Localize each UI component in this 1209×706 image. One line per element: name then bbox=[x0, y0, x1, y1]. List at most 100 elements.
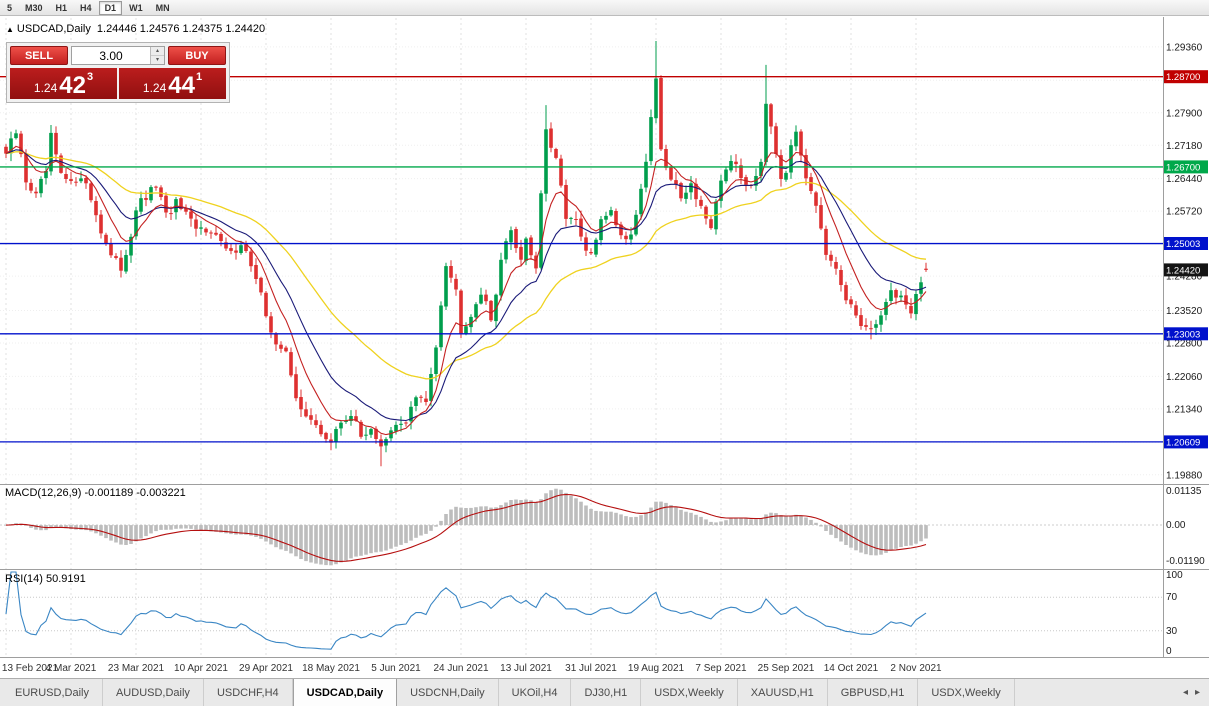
svg-text:31 Jul 2021: 31 Jul 2021 bbox=[565, 663, 617, 674]
svg-text:-0.01190: -0.01190 bbox=[1166, 556, 1205, 567]
one-click-trade-panel: SELL 3.00 ▴ ▾ BUY 1.24 42 3 1.24 44 1 bbox=[6, 42, 230, 103]
volume-increase-button[interactable]: ▴ bbox=[151, 47, 164, 56]
svg-text:1.23520: 1.23520 bbox=[1166, 306, 1203, 317]
buy-price-display[interactable]: 1.24 44 1 bbox=[119, 68, 226, 99]
symbol-marker-icon: ▲ bbox=[6, 25, 14, 34]
svg-text:29 Apr 2021: 29 Apr 2021 bbox=[239, 663, 293, 674]
svg-text:1.27900: 1.27900 bbox=[1166, 108, 1203, 119]
price-tag-1.25003: 1.25003 bbox=[1164, 237, 1208, 250]
rsi-line bbox=[5, 571, 927, 650]
price-tag-1.23003: 1.23003 bbox=[1164, 327, 1208, 340]
macd-signal-line bbox=[5, 493, 927, 562]
svg-text:1.25720: 1.25720 bbox=[1166, 207, 1203, 218]
timeframe-button-h4[interactable]: H4 bbox=[74, 1, 98, 15]
svg-text:19 Aug 2021: 19 Aug 2021 bbox=[628, 663, 685, 674]
chart-symbol-label: USDCAD,Daily bbox=[16, 23, 91, 35]
svg-text:14 Oct 2021: 14 Oct 2021 bbox=[824, 663, 879, 674]
svg-text:23 Mar 2021: 23 Mar 2021 bbox=[108, 663, 165, 674]
timeframe-toolbar: 5 M30 H1 H4 D1 W1 MN bbox=[0, 0, 1209, 16]
buy-price-big: 44 bbox=[168, 72, 195, 100]
timeframe-button-m30[interactable]: M30 bbox=[19, 1, 49, 15]
ma-line-slow bbox=[5, 151, 927, 380]
svg-text:1.27180: 1.27180 bbox=[1166, 141, 1203, 152]
panel-separators[interactable] bbox=[0, 17, 1209, 658]
svg-text:1.29360: 1.29360 bbox=[1166, 42, 1203, 53]
sell-button[interactable]: SELL bbox=[10, 46, 68, 65]
timeframe-button-d1[interactable]: D1 bbox=[98, 0, 123, 15]
chart-tab-usdchf-h4[interactable]: USDCHF,H4 bbox=[204, 679, 293, 706]
timeframe-button-w1[interactable]: W1 bbox=[123, 1, 149, 15]
svg-text:18 May 2021: 18 May 2021 bbox=[302, 663, 360, 674]
chart-tab-usdx-weekly[interactable]: USDX,Weekly bbox=[918, 679, 1015, 706]
tabs-scroll-right-button[interactable]: ▸ bbox=[1194, 687, 1200, 698]
svg-text:1.25003: 1.25003 bbox=[1166, 239, 1200, 250]
chart-ohlc-values: 1.24446 1.24576 1.24375 1.24420 bbox=[96, 23, 266, 35]
chart-tab-usdx-weekly[interactable]: USDX,Weekly bbox=[641, 679, 738, 706]
ma-line-mid bbox=[5, 149, 927, 422]
buy-price-sup: 1 bbox=[195, 71, 203, 83]
svg-text:0.01135: 0.01135 bbox=[1166, 486, 1202, 497]
macd-indicator-label: MACD(12,26,9) -0.001189 -0.003221 bbox=[5, 487, 186, 499]
chart-tab-audusd-daily[interactable]: AUDUSD,Daily bbox=[103, 679, 204, 706]
svg-text:7 Sep 2021: 7 Sep 2021 bbox=[695, 663, 747, 674]
chart-tab-bar: EURUSD,Daily AUDUSD,Daily USDCHF,H4 USDCAD,… bbox=[0, 678, 1209, 706]
macd-histogram bbox=[4, 488, 928, 566]
price-tags: 1.28700 1.26700 1.25003 1.24420 1.23003 1.206… bbox=[1164, 70, 1208, 449]
svg-text:1.24420: 1.24420 bbox=[1166, 265, 1200, 276]
timeframe-button-mn[interactable]: MN bbox=[150, 1, 176, 15]
chart-grid bbox=[0, 18, 1163, 656]
chart-tab-ukoil-h4[interactable]: UKOil,H4 bbox=[499, 679, 572, 706]
timeframe-button-h1[interactable]: H1 bbox=[50, 1, 74, 15]
price-tag-1.20609: 1.20609 bbox=[1164, 435, 1208, 449]
price-axis[interactable]: 1.29360 1.27900 1.27180 1.26440 1.25720 1.242… bbox=[1166, 42, 1205, 657]
tabs-scroll-left-button[interactable]: ◂ bbox=[1182, 687, 1188, 698]
volume-decrease-button[interactable]: ▾ bbox=[151, 56, 164, 64]
sell-price-sup: 3 bbox=[86, 71, 94, 83]
rsi-indicator-label: RSI(14) 50.9191 bbox=[5, 573, 86, 585]
svg-text:1.22060: 1.22060 bbox=[1166, 372, 1203, 383]
buy-price-prefix: 1.24 bbox=[142, 81, 167, 95]
volume-stepper[interactable]: 3.00 ▴ ▾ bbox=[71, 46, 165, 65]
svg-text:1.26440: 1.26440 bbox=[1166, 174, 1203, 185]
svg-text:10 Apr 2021: 10 Apr 2021 bbox=[174, 663, 228, 674]
svg-text:5 Jun 2021: 5 Jun 2021 bbox=[371, 663, 421, 674]
svg-text:2 Nov 2021: 2 Nov 2021 bbox=[890, 663, 942, 674]
svg-text:0.00: 0.00 bbox=[1166, 520, 1186, 531]
chart-tab-dj30-h1[interactable]: DJ30,H1 bbox=[571, 679, 642, 706]
timeframe-button-5[interactable]: 5 bbox=[1, 1, 18, 15]
svg-text:13 Feb 2021: 13 Feb 2021 bbox=[2, 663, 59, 674]
svg-text:30: 30 bbox=[1166, 626, 1178, 637]
price-tag-1.24420: 1.24420 bbox=[1164, 263, 1208, 277]
sell-price-big: 42 bbox=[59, 72, 86, 100]
svg-text:25 Sep 2021: 25 Sep 2021 bbox=[758, 663, 815, 674]
svg-text:1.19880: 1.19880 bbox=[1166, 470, 1203, 481]
svg-text:0: 0 bbox=[1166, 646, 1172, 657]
svg-text:1.24280: 1.24280 bbox=[1166, 272, 1203, 283]
candlestick-series bbox=[4, 41, 928, 467]
volume-spinner: ▴ ▾ bbox=[150, 47, 164, 64]
chart-tab-eurusd-daily[interactable]: EURUSD,Daily bbox=[2, 679, 103, 706]
svg-text:100: 100 bbox=[1166, 570, 1183, 581]
sell-price-display[interactable]: 1.24 42 3 bbox=[10, 68, 117, 99]
chart-tab-xauusd-h1[interactable]: XAUUSD,H1 bbox=[738, 679, 828, 706]
chart-tab-gbpusd-h1[interactable]: GBPUSD,H1 bbox=[828, 679, 919, 706]
price-tag-1.26700: 1.26700 bbox=[1164, 160, 1208, 173]
svg-text:1.22800: 1.22800 bbox=[1166, 338, 1203, 349]
tab-scroll-arrows: ◂ ▸ bbox=[1174, 679, 1209, 706]
chart-ohlc-header: ▲ USDCAD,Daily 1.24446 1.24576 1.24375 1.2… bbox=[6, 23, 265, 35]
svg-text:1.23003: 1.23003 bbox=[1166, 329, 1200, 340]
svg-text:24 Jun 2021: 24 Jun 2021 bbox=[433, 663, 488, 674]
buy-button[interactable]: BUY bbox=[168, 46, 226, 65]
svg-text:1.21340: 1.21340 bbox=[1166, 404, 1203, 415]
svg-text:1.20609: 1.20609 bbox=[1166, 437, 1200, 448]
svg-text:13 Jul 2021: 13 Jul 2021 bbox=[500, 663, 552, 674]
svg-text:4 Mar 2021: 4 Mar 2021 bbox=[46, 663, 97, 674]
svg-text:1.26700: 1.26700 bbox=[1166, 162, 1200, 173]
volume-value[interactable]: 3.00 bbox=[99, 48, 123, 63]
price-tag-1.28700: 1.28700 bbox=[1164, 70, 1208, 84]
chart-tab-usdcnh-daily[interactable]: USDCNH,Daily bbox=[397, 679, 499, 706]
chart-tab-usdcad-daily[interactable]: USDCAD,Daily bbox=[292, 679, 398, 706]
